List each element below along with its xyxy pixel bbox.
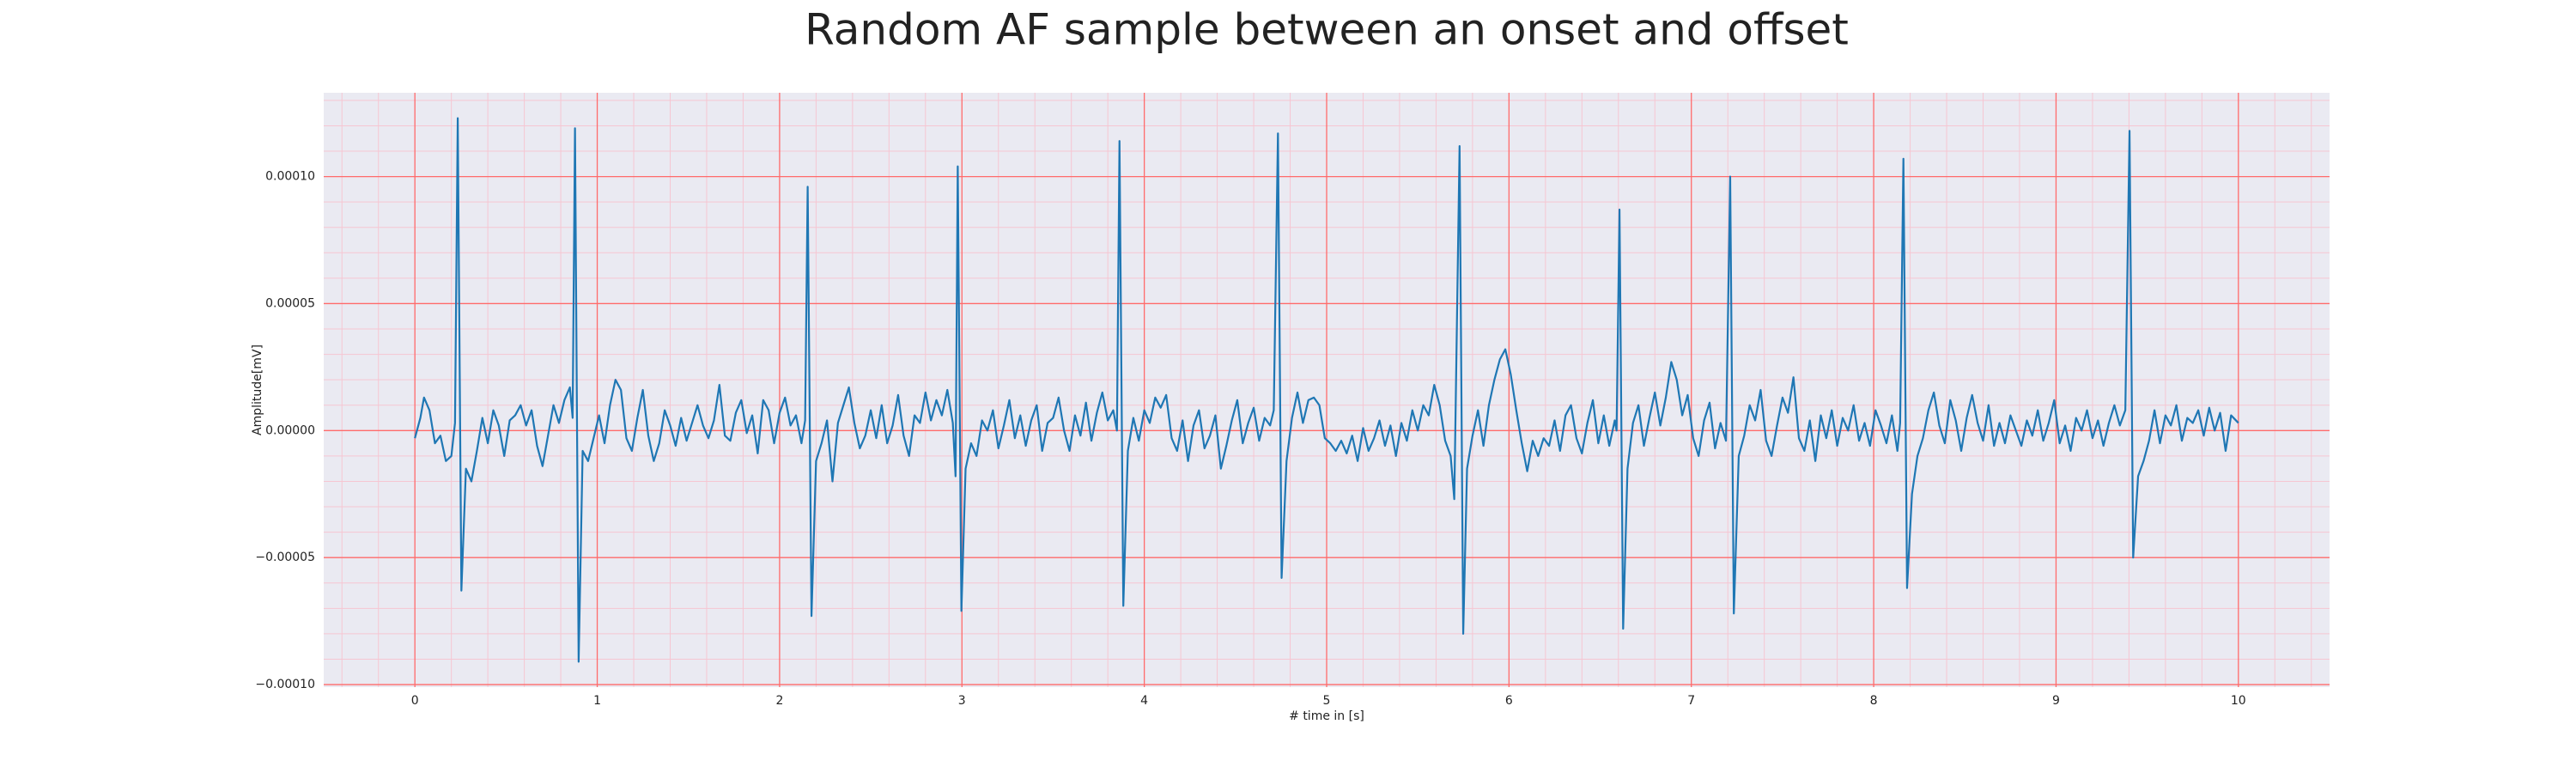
- y-tick-label: 0.00005: [265, 296, 315, 310]
- x-tick-label: 0: [411, 694, 419, 708]
- x-tick-label: 4: [1140, 694, 1148, 708]
- y-tick-label: −0.00005: [255, 551, 315, 564]
- x-tick-label: 1: [593, 694, 601, 708]
- y-tick-label: −0.00010: [255, 678, 315, 691]
- y-axis-label: Amplitude[mV]: [251, 344, 264, 435]
- x-tick-label: 5: [1323, 694, 1331, 708]
- x-tick-label: 3: [958, 694, 966, 708]
- y-tick-label: 0.00000: [265, 423, 315, 437]
- x-tick-label: 10: [2231, 694, 2246, 708]
- x-tick-label: 9: [2052, 694, 2060, 708]
- x-tick-label: 7: [1687, 694, 1695, 708]
- x-axis-label: # time in [s]: [1289, 709, 1364, 723]
- x-tick-label: 2: [775, 694, 783, 708]
- signal-line: [414, 117, 2239, 663]
- x-tick-label: 6: [1505, 694, 1513, 708]
- chart-title: Random AF sample between an onset and of…: [805, 5, 1849, 55]
- y-tick-label: 0.00010: [265, 170, 315, 184]
- x-tick-label: 8: [1870, 694, 1878, 708]
